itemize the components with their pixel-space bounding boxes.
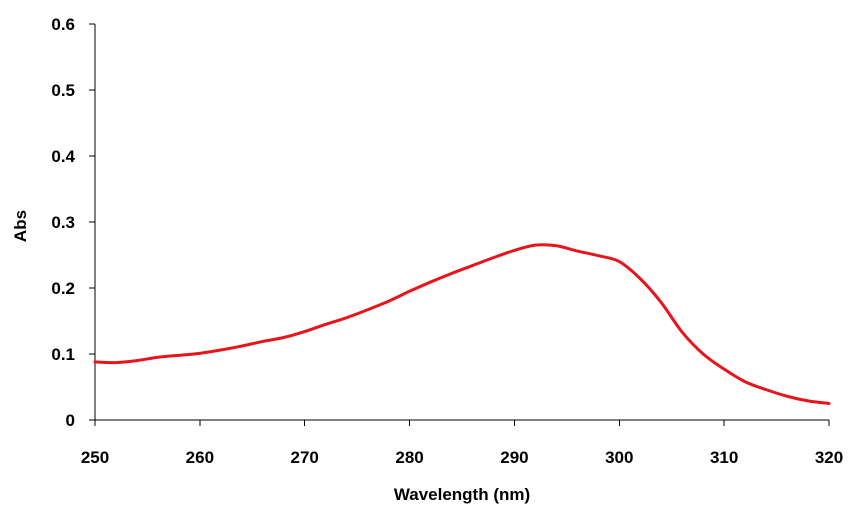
y-tick-label: 0.1 [51,345,75,364]
x-tick-label: 310 [710,448,738,467]
x-tick-group: 250 260 270 280 290 300 310 320 [81,420,843,467]
y-axis-title: Abs [11,210,30,242]
y-tick-label: 0.4 [51,147,75,166]
x-tick-label: 300 [605,448,633,467]
x-tick-label: 260 [186,448,214,467]
x-tick-label: 320 [815,448,843,467]
x-tick-label: 290 [500,448,528,467]
y-tick-group: 0 0.1 0.2 0.3 0.4 0.5 0.6 [51,15,95,430]
y-tick-label: 0.3 [51,213,75,232]
x-axis-title: Wavelength (nm) [394,485,530,504]
y-tick-label: 0.5 [51,81,75,100]
y-tick-label: 0 [66,411,75,430]
y-tick-label: 0.2 [51,279,75,298]
x-tick-label: 270 [291,448,319,467]
absorbance-series-line [93,243,831,405]
y-tick-label: 0.6 [51,15,75,34]
x-tick-label: 250 [81,448,109,467]
x-tick-label: 280 [395,448,423,467]
plot-area [93,243,831,405]
